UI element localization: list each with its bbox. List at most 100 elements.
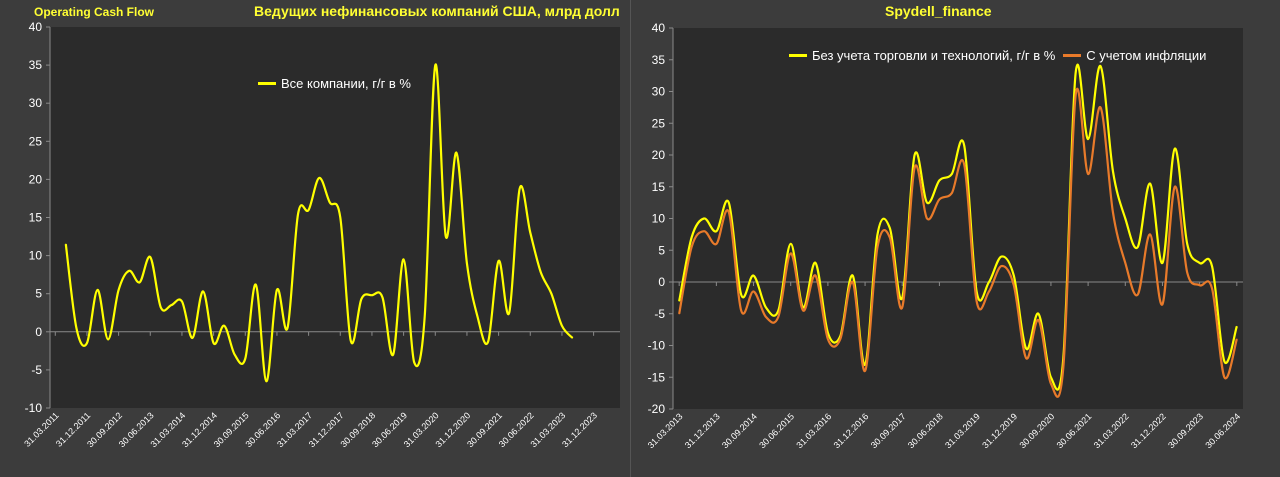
y-tick-label: 25 bbox=[29, 134, 43, 148]
data-point bbox=[1000, 265, 1002, 267]
data-point bbox=[1075, 94, 1077, 96]
y-tick-label: 0 bbox=[35, 325, 42, 339]
left-chart-panel: -10 -5 0 5 10 15 20 25 30 35 40 31.03.2011 31.12.201… bbox=[0, 0, 630, 477]
data-point bbox=[1161, 303, 1164, 305]
data-point bbox=[703, 217, 705, 220]
data-point bbox=[128, 270, 130, 272]
data-point bbox=[963, 144, 965, 147]
data-point bbox=[424, 315, 426, 318]
data-point bbox=[790, 252, 792, 255]
y-tick-label: 10 bbox=[652, 212, 666, 226]
data-point bbox=[703, 230, 705, 232]
data-point bbox=[255, 283, 257, 286]
data-point bbox=[1112, 211, 1114, 213]
x-tick-label: 30.09.2017 bbox=[869, 411, 908, 450]
data-point bbox=[1174, 148, 1176, 150]
data-point bbox=[1161, 262, 1164, 264]
data-point bbox=[690, 246, 693, 248]
x-tick-label: 30.09.2020 bbox=[1017, 411, 1056, 450]
data-point bbox=[1236, 338, 1238, 340]
data-point bbox=[1062, 367, 1064, 369]
y-tick-label: 40 bbox=[29, 20, 43, 34]
x-tick-label: 31.03.2019 bbox=[943, 411, 982, 450]
data-point bbox=[561, 325, 563, 327]
x-tick-label: 31.03.2022 bbox=[1092, 411, 1131, 450]
data-point bbox=[901, 297, 903, 299]
data-point bbox=[1174, 186, 1176, 188]
right-legend: Без учета торговли и технологий, г/г в %… bbox=[789, 48, 1206, 63]
left-chart-title: Ведущих нефинансовых компаний США, млрд … bbox=[254, 3, 620, 19]
y-tick-label: 0 bbox=[658, 275, 665, 289]
data-point bbox=[360, 298, 362, 300]
data-point bbox=[852, 281, 854, 283]
data-point bbox=[445, 235, 447, 238]
data-point bbox=[1013, 284, 1015, 286]
legend-swatch-yellow bbox=[789, 54, 807, 57]
data-point bbox=[191, 337, 194, 339]
data-point bbox=[1050, 376, 1052, 378]
data-point bbox=[455, 152, 457, 154]
y-tick-label: 35 bbox=[29, 58, 43, 72]
data-point bbox=[276, 289, 278, 291]
data-point bbox=[286, 327, 289, 329]
data-point bbox=[752, 275, 755, 277]
series-line-0 bbox=[678, 63, 1238, 391]
data-point bbox=[926, 217, 928, 220]
data-point bbox=[678, 313, 680, 315]
y-tick-label: 35 bbox=[652, 53, 666, 67]
y-tick-label: -15 bbox=[648, 370, 666, 384]
data-point bbox=[1013, 275, 1015, 277]
y-tick-label: 10 bbox=[29, 249, 43, 263]
series-line-1 bbox=[678, 87, 1238, 398]
data-point bbox=[96, 289, 99, 291]
data-point bbox=[244, 357, 246, 360]
data-point bbox=[1087, 138, 1089, 140]
data-point bbox=[403, 258, 405, 261]
x-tick-label: 31.12.2019 bbox=[980, 411, 1019, 450]
data-point bbox=[889, 236, 891, 239]
data-point bbox=[223, 325, 225, 327]
data-point bbox=[728, 211, 730, 213]
data-point bbox=[839, 338, 841, 340]
x-tick-label: 31.03.2013 bbox=[646, 411, 685, 450]
data-point bbox=[678, 300, 680, 302]
data-point bbox=[487, 341, 489, 343]
y-tick-label: -5 bbox=[31, 363, 42, 377]
data-point bbox=[329, 201, 331, 203]
data-point bbox=[350, 340, 352, 342]
data-point bbox=[740, 309, 742, 312]
data-point bbox=[1087, 173, 1089, 175]
y-tick-label: -10 bbox=[648, 339, 666, 353]
data-point bbox=[508, 312, 510, 314]
left-legend: Все компании, г/г в % bbox=[258, 76, 411, 91]
data-point bbox=[571, 337, 574, 339]
data-point bbox=[160, 306, 162, 309]
y-tick-label: 40 bbox=[652, 21, 666, 35]
data-point bbox=[519, 187, 521, 190]
data-point bbox=[118, 289, 120, 291]
data-point bbox=[149, 256, 151, 258]
data-point bbox=[529, 232, 531, 234]
data-point bbox=[1186, 243, 1188, 245]
data-point bbox=[1112, 170, 1114, 172]
data-point bbox=[864, 370, 866, 372]
data-point bbox=[827, 332, 829, 334]
data-point bbox=[988, 281, 990, 283]
data-point bbox=[1124, 262, 1126, 264]
data-point bbox=[1211, 287, 1213, 289]
plot-area bbox=[50, 27, 620, 408]
data-point bbox=[951, 192, 953, 194]
data-point bbox=[690, 236, 693, 239]
legend-label-all-companies: Все компании, г/г в % bbox=[281, 76, 411, 91]
data-point bbox=[777, 309, 779, 312]
y-tick-label: 25 bbox=[652, 116, 666, 130]
data-point bbox=[827, 338, 829, 340]
data-point bbox=[1223, 376, 1226, 378]
data-point bbox=[715, 230, 717, 232]
data-point bbox=[1025, 357, 1027, 359]
x-tick-label: 30.06.2015 bbox=[757, 411, 796, 450]
data-point bbox=[550, 293, 552, 295]
data-point bbox=[765, 306, 767, 308]
data-point bbox=[308, 209, 310, 211]
data-point bbox=[975, 300, 978, 302]
